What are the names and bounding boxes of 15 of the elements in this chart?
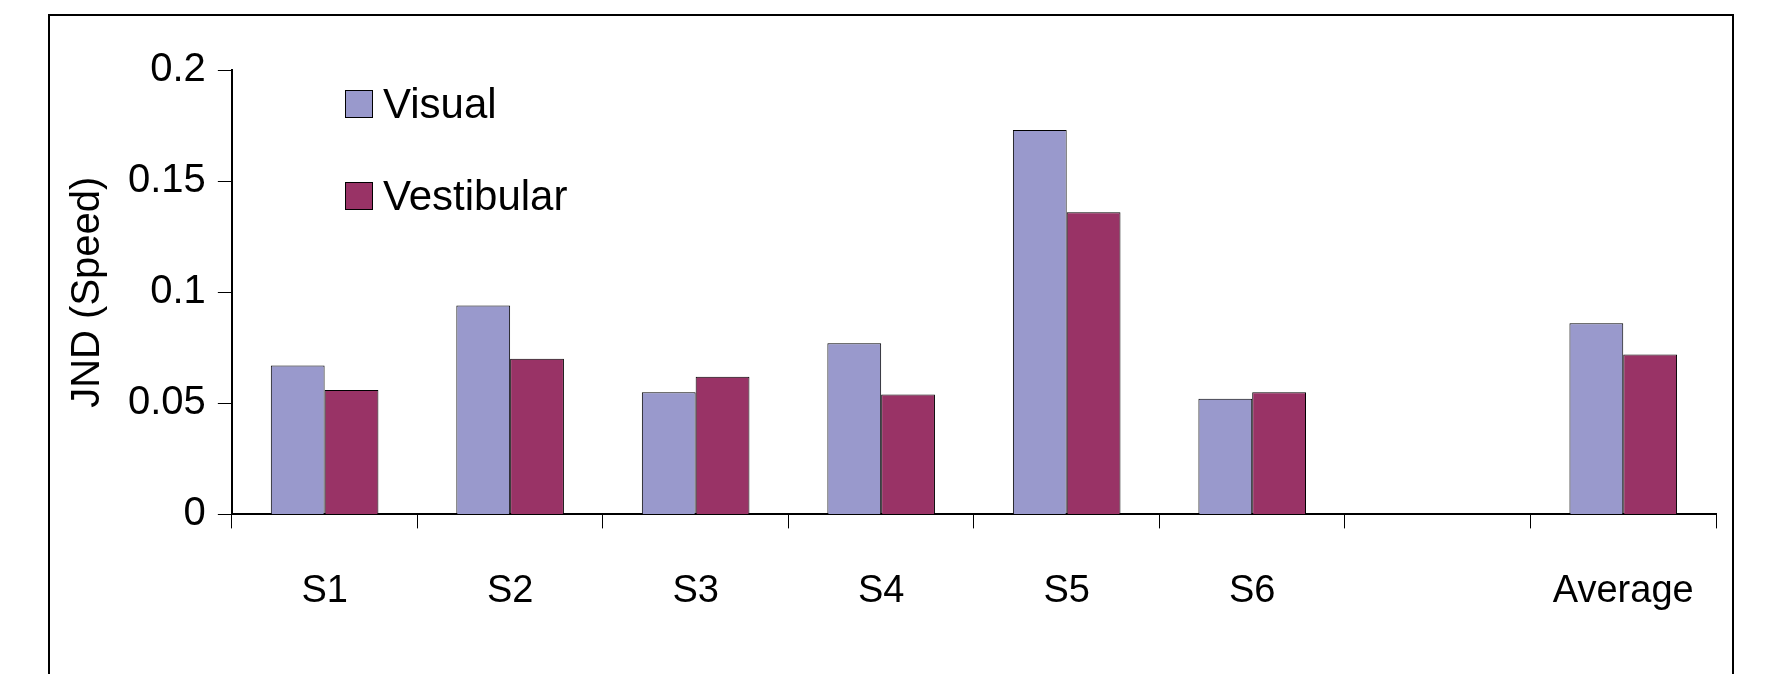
x-tick-label: S6 [1228,567,1276,610]
y-tick-label: 0.05 [127,378,206,423]
legend-label: Vestibular [383,172,568,220]
legend-label: Visual [383,80,497,128]
y-axis-title: JND (Speed) [63,176,108,408]
y-tick-label: 0.15 [127,156,206,201]
y-tick-label: 0.2 [150,45,206,90]
y-tick-label: 0.1 [150,267,206,312]
x-tick-label: S2 [486,567,534,610]
x-tick-label: S1 [301,567,348,610]
x-tick-label: Average [1552,567,1694,610]
x-tick-label: S4 [857,567,905,610]
y-tick-label: 0 [183,489,206,534]
x-tick-label: S3 [672,567,719,610]
x-tick-label: S5 [1043,567,1090,610]
